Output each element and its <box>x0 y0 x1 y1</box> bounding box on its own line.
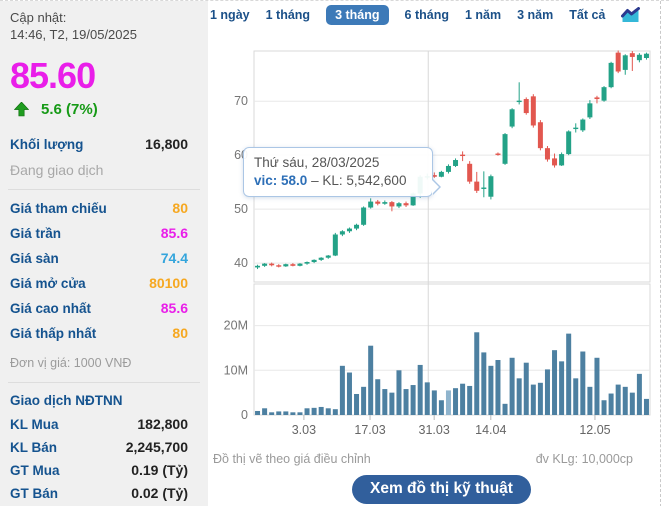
update-info: Cập nhật: 14:46, T2, 19/05/2025 <box>0 1 208 43</box>
svg-text:12.05: 12.05 <box>579 423 610 437</box>
svg-text:14.04: 14.04 <box>475 423 506 437</box>
quote-row: Giá sàn 74.4 <box>0 246 208 271</box>
quote-label: Giá tham chiếu <box>10 201 107 216</box>
quote-row: Giá tham chiếu 80 <box>0 196 208 221</box>
svg-text:31.03: 31.03 <box>419 423 450 437</box>
volume-value: 16,800 <box>145 136 188 152</box>
tab-3-month[interactable]: 3 tháng <box>326 5 389 25</box>
update-label: Cập nhật: <box>10 10 67 25</box>
sidebar: Cập nhật: 14:46, T2, 19/05/2025 85.60 5.… <box>0 1 208 506</box>
quote-label: Giá thấp nhất <box>10 326 97 341</box>
tab-1-day[interactable]: 1 ngày <box>210 8 250 22</box>
tooltip-date: Thứ sáu, 28/03/2025 <box>254 155 380 170</box>
foreign-row: GT Mua 0.19 (Tỷ) <box>0 459 208 482</box>
tab-1-month[interactable]: 1 tháng <box>265 8 311 22</box>
volume-label: Khối lượng <box>10 137 84 152</box>
foreign-row: KL Bán 2,245,700 <box>0 436 208 459</box>
foreign-value: 0.02 (Tỷ) <box>131 485 188 501</box>
session-status: Đang giao dịch <box>10 162 104 178</box>
foreign-row: GT Bán 0.02 (Tỷ) <box>0 482 208 505</box>
foreign-section-title: Giao dịch NĐTNN <box>10 393 123 408</box>
price-change-row: 5.6 (7%) <box>13 101 208 118</box>
quote-value: 85.6 <box>160 225 188 241</box>
divider <box>8 382 200 383</box>
panel-right-border <box>660 1 661 506</box>
foreign-label: GT Bán <box>10 486 59 501</box>
quote-label: Giá mở cửa <box>10 276 86 291</box>
price-change: 5.6 (7%) <box>41 101 98 118</box>
quote-row: Giá mở cửa 80100 <box>0 271 208 296</box>
svg-text:20M: 20M <box>224 319 248 333</box>
quote-row: Giá thấp nhất 80 <box>0 321 208 346</box>
svg-text:50: 50 <box>234 202 248 216</box>
tab-all[interactable]: Tất cả <box>569 8 606 22</box>
foreign-value: 182,800 <box>137 416 188 432</box>
foreign-value: 2,245,700 <box>125 439 188 455</box>
tab-3-year[interactable]: 3 năm <box>517 8 554 22</box>
period-tab-bar: 1 ngày 1 tháng 3 tháng 6 tháng 1 năm 3 n… <box>210 5 641 25</box>
adjusted-price-note: Đồ thị vẽ theo giá điều chỉnh <box>213 452 371 466</box>
svg-text:40: 40 <box>234 256 248 270</box>
tab-1-year[interactable]: 1 năm <box>464 8 502 22</box>
svg-text:3.03: 3.03 <box>292 423 316 437</box>
tooltip-separator: – <box>311 173 319 188</box>
foreign-label: GT Mua <box>10 463 60 478</box>
tooltip-volume: KL: 5,542,600 <box>322 173 407 188</box>
svg-text:0: 0 <box>241 408 248 422</box>
svg-text:17.03: 17.03 <box>354 423 385 437</box>
price-unit-note: Đơn vị giá: 1000 VNĐ <box>10 356 132 370</box>
quote-label: Giá trần <box>10 226 62 241</box>
svg-text:70: 70 <box>234 94 248 108</box>
svg-text:10M: 10M <box>224 363 248 377</box>
area-chart-icon[interactable] <box>621 6 641 24</box>
quote-value: 80 <box>172 200 188 216</box>
tooltip-values: vic: 58.0 – KL: 5,542,600 <box>254 173 422 188</box>
volume-unit-note: đv KLg: 10,000cp <box>535 452 633 466</box>
update-time: 14:46, T2, 19/05/2025 <box>10 27 137 42</box>
quote-value: 74.4 <box>160 250 188 266</box>
foreign-value: 0.19 (Tỷ) <box>131 462 188 478</box>
quote-value: 85.6 <box>160 300 188 316</box>
foreign-row: KL Mua 182,800 <box>0 413 208 436</box>
quote-row: Giá cao nhất 85.6 <box>0 296 208 321</box>
chart-tooltip: Thứ sáu, 28/03/2025 vic: 58.0 – KL: 5,54… <box>243 147 441 197</box>
tab-6-month[interactable]: 6 tháng <box>404 8 449 22</box>
chart-panel: 1 ngày 1 tháng 3 tháng 6 tháng 1 năm 3 n… <box>208 1 669 506</box>
quote-label: Giá sàn <box>10 251 59 266</box>
current-price: 85.60 <box>10 55 96 96</box>
arrow-up-icon <box>13 101 30 117</box>
quote-label: Giá cao nhất <box>10 301 92 316</box>
quote-value: 80 <box>172 325 188 341</box>
foreign-label: KL Mua <box>10 417 59 432</box>
divider <box>8 189 200 190</box>
quote-value: 80100 <box>149 275 188 291</box>
quote-row: Giá trần 85.6 <box>0 221 208 246</box>
technical-chart-button[interactable]: Xem đồ thị kỹ thuật <box>352 475 531 504</box>
tooltip-symbol-price: vic: 58.0 <box>254 173 308 188</box>
volume-row: Khối lượng 16,800 <box>0 132 208 157</box>
foreign-label: KL Bán <box>10 440 58 455</box>
